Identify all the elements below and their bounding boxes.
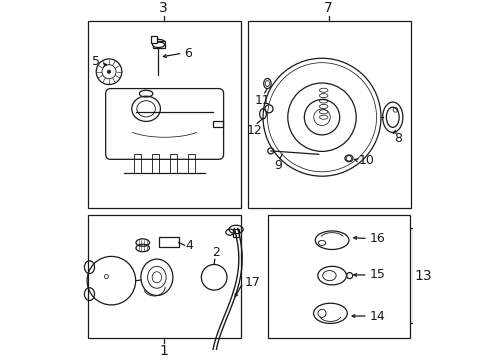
Bar (188, 154, 195, 173)
Ellipse shape (152, 39, 164, 45)
Text: 16: 16 (368, 232, 384, 245)
Text: 12: 12 (246, 124, 262, 137)
Bar (232, 229, 239, 237)
Bar (150, 36, 157, 43)
Text: 7: 7 (324, 1, 332, 15)
Text: 8: 8 (393, 132, 401, 145)
Text: 1: 1 (159, 345, 168, 358)
Text: 2: 2 (211, 246, 219, 259)
Text: 9: 9 (274, 159, 282, 172)
Bar (213, 121, 223, 127)
Text: 5: 5 (92, 55, 100, 68)
Bar (152, 41, 164, 48)
Bar (267, 215, 409, 338)
Bar (152, 154, 159, 173)
Bar (88, 215, 241, 338)
Text: 13: 13 (413, 269, 431, 283)
Bar (170, 154, 177, 173)
Bar (247, 21, 410, 208)
Text: 6: 6 (183, 47, 191, 60)
Text: 17: 17 (244, 276, 260, 289)
Bar (158, 237, 179, 247)
Text: 15: 15 (368, 269, 384, 282)
Text: 3: 3 (159, 1, 168, 15)
Bar (134, 154, 141, 173)
Text: 4: 4 (185, 239, 193, 252)
Text: 11: 11 (255, 94, 270, 107)
Text: 14: 14 (368, 310, 384, 323)
Circle shape (107, 70, 110, 73)
Bar (88, 21, 241, 208)
Text: 10: 10 (358, 154, 374, 167)
Ellipse shape (152, 42, 164, 48)
